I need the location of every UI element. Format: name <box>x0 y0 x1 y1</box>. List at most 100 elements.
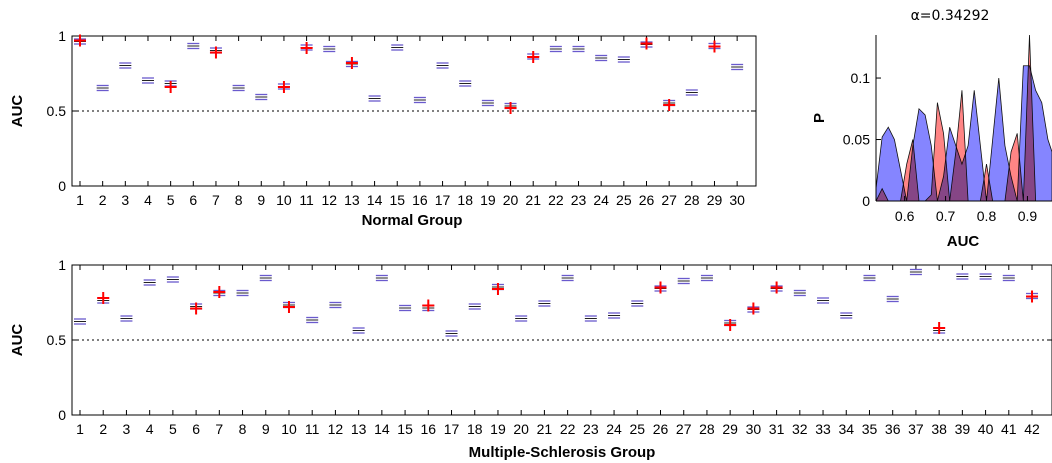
normal-group-panel: 00.51 1 2 3 4 5 6 7 8 9 10 11 12 13 14 15 16 17 18 19 20 21 2… <box>9 28 757 229</box>
x-tick-label: 35 <box>862 421 878 437</box>
x-tick-label: 39 <box>955 421 971 437</box>
blue-distribution-area <box>876 65 1052 201</box>
distribution-x-axis-label: AUC <box>947 233 980 250</box>
x-tick-label: 27 <box>676 421 692 437</box>
normal-x-ticks: 1 2 3 4 5 6 7 8 9 10 11 12 13 14 15 16 17 18 19 20 21 22 23 24 2… <box>76 36 745 208</box>
x-tick-label: 20 <box>503 192 519 208</box>
ms-y-axis-label: AUC <box>9 324 26 357</box>
x-tick-label: 14 <box>367 192 383 208</box>
x-tick-label: 10 <box>276 192 292 208</box>
x-tick-label: 29 <box>707 192 723 208</box>
x-tick-label: 31 <box>769 421 785 437</box>
y-tick-label: 0 <box>58 407 66 423</box>
x-tick-label: 8 <box>239 421 247 437</box>
x-tick-label: 7 <box>215 421 223 437</box>
x-tick-label: 1 <box>76 192 84 208</box>
x-tick-label: 36 <box>885 421 901 437</box>
x-tick-label: 29 <box>722 421 738 437</box>
x-tick-label: 6 <box>192 421 200 437</box>
x-tick-label: 0.8 <box>977 208 997 224</box>
x-tick-label: 30 <box>729 192 745 208</box>
y-tick-label: 0.5 <box>47 332 67 348</box>
x-tick-label: 22 <box>560 421 576 437</box>
x-tick-label: 11 <box>299 192 314 208</box>
x-tick-label: 3 <box>123 421 131 437</box>
x-tick-label: 0.6 <box>895 208 915 224</box>
x-tick-label: 8 <box>235 192 243 208</box>
ms-auc-markers <box>74 268 1039 337</box>
x-tick-label: 15 <box>389 192 405 208</box>
x-tick-label: 21 <box>525 192 541 208</box>
normal-x-axis-label: Normal Group <box>362 212 463 229</box>
x-tick-label: 41 <box>1001 421 1017 437</box>
distribution-y-axis-label: P <box>811 113 828 123</box>
x-tick-label: 10 <box>281 421 297 437</box>
y-tick-label: 0.05 <box>843 132 870 148</box>
x-tick-label: 9 <box>262 421 270 437</box>
x-tick-label: 34 <box>838 421 854 437</box>
x-tick-label: 28 <box>684 192 700 208</box>
x-tick-label: 25 <box>629 421 645 437</box>
y-tick-label: 0.5 <box>47 103 67 119</box>
x-tick-label: 2 <box>99 421 107 437</box>
x-tick-label: 23 <box>583 421 599 437</box>
distribution-areas <box>876 35 1052 201</box>
x-tick-label: 19 <box>480 192 496 208</box>
x-tick-label: 26 <box>639 192 655 208</box>
x-tick-label: 28 <box>699 421 715 437</box>
x-tick-label: 32 <box>792 421 808 437</box>
ms-group-panel: 00.51 1 2 3 4 5 6 7 8 9 10 11 12 13 14 15 16 17 18 19 20 21 2… <box>9 257 1052 461</box>
x-tick-label: 38 <box>931 421 947 437</box>
x-tick-label: 1 <box>76 421 84 437</box>
alpha-title: α=0.34292 <box>911 8 990 24</box>
y-tick-label: 1 <box>58 28 66 44</box>
x-tick-label: 12 <box>328 421 344 437</box>
ms-y-ticks: 00.51 <box>47 257 1052 423</box>
x-tick-label: 13 <box>351 421 367 437</box>
x-tick-label: 23 <box>571 192 587 208</box>
distribution-y-ticks: 0 0.05 0.1 <box>843 70 881 209</box>
x-tick-label: 24 <box>606 421 622 437</box>
normal-y-axis-label: AUC <box>9 95 26 128</box>
x-tick-label: 37 <box>908 421 924 437</box>
x-tick-label: 21 <box>537 421 553 437</box>
x-tick-label: 12 <box>321 192 337 208</box>
x-tick-label: 33 <box>815 421 831 437</box>
x-tick-label: 14 <box>374 421 390 437</box>
x-tick-label: 30 <box>746 421 762 437</box>
x-tick-label: 6 <box>189 192 197 208</box>
x-tick-label: 9 <box>257 192 265 208</box>
distribution-x-ticks: 0.6 0.7 0.8 0.9 <box>895 196 1037 224</box>
x-tick-label: 4 <box>146 421 154 437</box>
x-tick-label: 16 <box>412 192 428 208</box>
x-tick-label: 17 <box>435 192 451 208</box>
x-tick-label: 19 <box>490 421 506 437</box>
ms-x-ticks: 1 2 3 4 5 6 7 8 9 10 11 12 13 14 15 16 17 18 19 20 21 22 23 24 2… <box>76 265 1040 437</box>
x-tick-label: 42 <box>1024 421 1040 437</box>
x-tick-label: 11 <box>305 421 320 437</box>
ms-x-axis-label: Multiple-Schlerosis Group <box>469 444 656 461</box>
x-tick-label: 22 <box>548 192 564 208</box>
x-tick-label: 7 <box>212 192 220 208</box>
y-tick-label: 0 <box>58 178 66 194</box>
red-distribution-area <box>876 35 1052 201</box>
x-tick-label: 5 <box>169 421 177 437</box>
x-tick-label: 24 <box>593 192 609 208</box>
x-tick-label: 18 <box>457 192 473 208</box>
x-tick-label: 20 <box>513 421 529 437</box>
y-tick-label: 1 <box>58 257 66 273</box>
x-tick-label: 5 <box>167 192 175 208</box>
normal-y-ticks: 00.51 <box>47 28 756 194</box>
x-tick-label: 16 <box>421 421 437 437</box>
x-tick-label: 40 <box>978 421 994 437</box>
y-tick-label: 0.1 <box>851 70 871 86</box>
normal-auc-markers <box>74 34 744 114</box>
x-tick-label: 26 <box>653 421 669 437</box>
x-tick-label: 0.9 <box>1018 208 1038 224</box>
x-tick-label: 18 <box>467 421 483 437</box>
y-tick-label: 0 <box>862 193 870 209</box>
x-tick-label: 13 <box>344 192 360 208</box>
x-tick-label: 4 <box>144 192 152 208</box>
x-tick-label: 3 <box>121 192 129 208</box>
